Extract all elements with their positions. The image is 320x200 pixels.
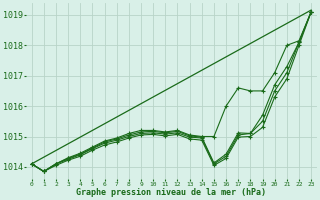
X-axis label: Graphe pression niveau de la mer (hPa): Graphe pression niveau de la mer (hPa) (76, 188, 266, 197)
